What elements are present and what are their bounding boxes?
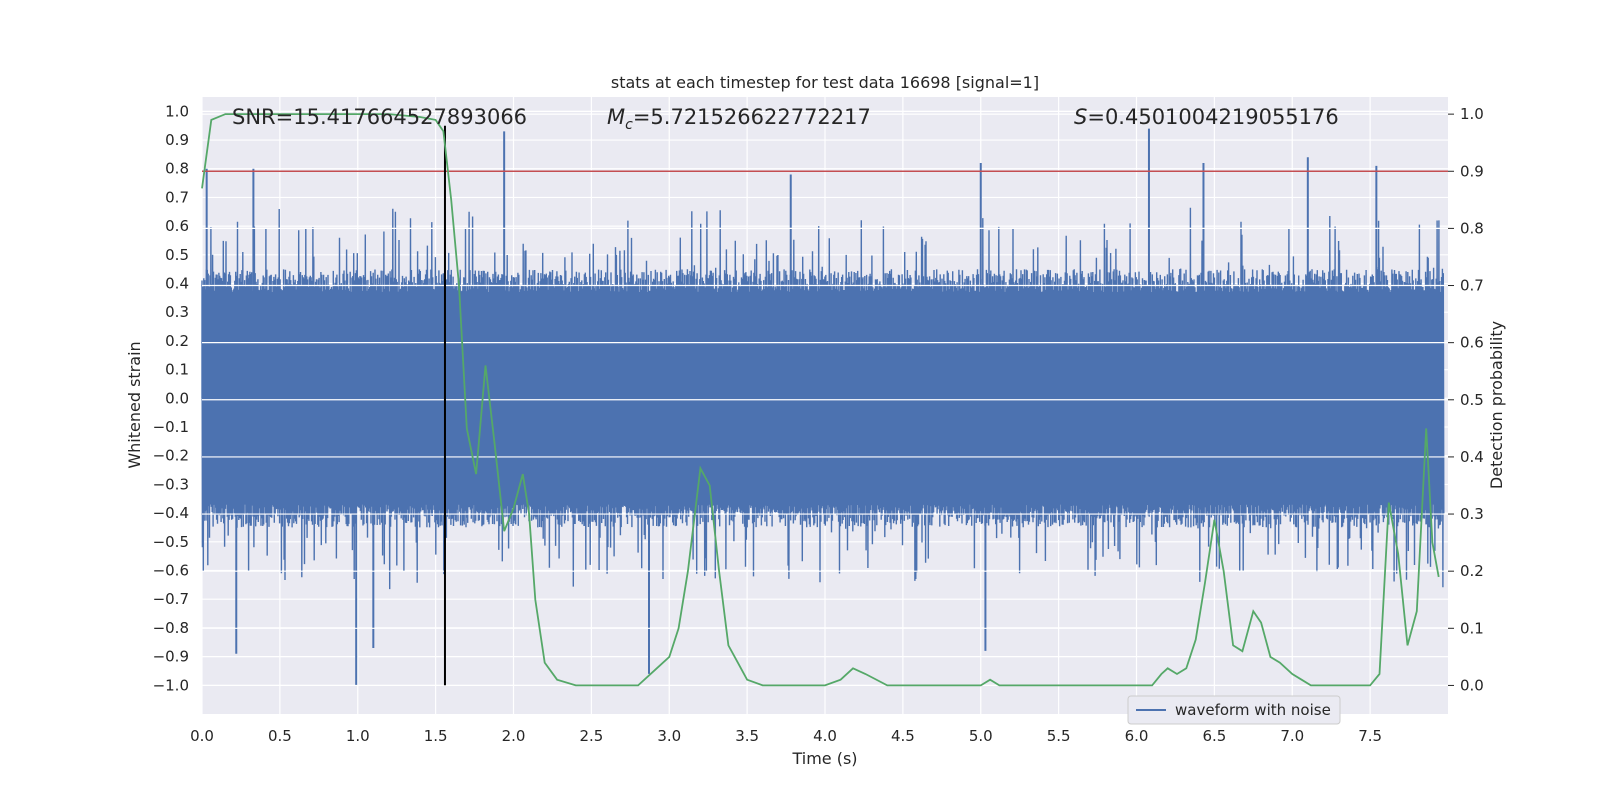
- y-left-tick-label: 0.1: [165, 361, 189, 379]
- legend-label: waveform with noise: [1175, 701, 1331, 719]
- y-left-tick-label: −0.7: [153, 590, 189, 608]
- x-tick-label: 4.0: [813, 727, 837, 745]
- y-right-tick-label: 0.7: [1460, 277, 1484, 295]
- y-left-tick-label: −0.5: [153, 533, 189, 551]
- waveform-series: [201, 128, 1445, 686]
- probability-line: [201, 113, 1440, 687]
- y-left-tick-label: −0.8: [153, 619, 189, 637]
- y-left-tick-label: 0.5: [165, 246, 189, 264]
- y-left-tick-label: 0.3: [165, 303, 189, 321]
- y-left-tick-label: 0.0: [165, 389, 189, 407]
- x-axis-label: Time (s): [791, 749, 857, 768]
- x-tick-label: 3.0: [657, 727, 681, 745]
- x-tick-label: 1.0: [346, 727, 370, 745]
- y-right-tick-label: 0.1: [1460, 619, 1484, 637]
- x-tick-label: 7.5: [1358, 727, 1382, 745]
- chirp-mass-annotation: Mc=5.721526622772217: [607, 105, 871, 133]
- y-right-tick-label: 0.6: [1460, 334, 1484, 352]
- x-tick-label: 6.0: [1125, 727, 1149, 745]
- y-left-tick-labels: 1.0 0.9 0.8 0.7 0.6 0.5 0.4 0.3 0.2 0.1 0.0 −0.1 −0.…: [153, 102, 189, 694]
- score-symbol: S: [1074, 105, 1087, 129]
- y-left-tick-label: −0.4: [153, 504, 189, 522]
- x-tick-label: 7.0: [1280, 727, 1304, 745]
- y-right-tick-labels: 1.0 0.9 0.8 0.7 0.6 0.5 0.4 0.3 0.2 0.1 0.0: [1448, 105, 1484, 694]
- y-left-tick-label: −0.1: [153, 418, 189, 436]
- y-right-axis-label: Detection probability: [1487, 321, 1506, 489]
- y-left-tick-label: 0.4: [165, 275, 189, 293]
- y-left-tick-label: 0.7: [165, 188, 189, 206]
- y-right-tick-label: 0.0: [1460, 676, 1484, 694]
- x-tick-label: 0.5: [268, 727, 292, 745]
- y-right-tick-label: 0.3: [1460, 505, 1484, 523]
- y-left-tick-label: −1.0: [153, 676, 189, 694]
- waveform-core: [202, 292, 1444, 505]
- y-right-tick-label: 1.0: [1460, 105, 1484, 123]
- chirp-mass-symbol: M: [607, 105, 625, 129]
- y-right-tick-label: 0.9: [1460, 162, 1484, 180]
- y-left-tick-label: −0.6: [153, 562, 189, 580]
- y-left-tick-label: 0.9: [165, 131, 189, 149]
- score-value: =0.4501004219055176: [1087, 105, 1338, 129]
- markers: [202, 125, 1448, 686]
- x-tick-label: 3.5: [735, 727, 759, 745]
- x-tick-label: 5.0: [969, 727, 993, 745]
- y-left-tick-label: −0.9: [153, 648, 189, 666]
- chirp-mass-value: =5.721526622772217: [633, 105, 871, 129]
- legend-box: [1127, 695, 1341, 725]
- y-left-tick-label: −0.2: [153, 447, 189, 465]
- y-right-tick-label: 0.8: [1460, 219, 1484, 237]
- x-tick-label: 6.5: [1202, 727, 1226, 745]
- y-right-tick-label: 0.5: [1460, 391, 1484, 409]
- probability-series: [201, 113, 1440, 687]
- legend: waveform with noise: [1127, 695, 1341, 725]
- y-right-tick-label: 0.4: [1460, 448, 1484, 466]
- x-tick-labels: 0.0 0.5 1.0 1.5 2.0 2.5 3.0 3.5 4.0 4.5 5.0 5.5 6.0 6…: [190, 727, 1382, 745]
- y-right-tick-label: 0.2: [1460, 562, 1484, 580]
- x-tick-label: 2.5: [579, 727, 603, 745]
- y-left-tick-label: 1.0: [165, 102, 189, 120]
- chart-title: stats at each timestep for test data 166…: [611, 73, 1039, 92]
- y-left-tick-label: −0.3: [153, 475, 189, 493]
- y-left-axis-label: Whitened strain: [125, 341, 144, 468]
- y-left-tick-label: 0.8: [165, 160, 189, 178]
- x-tick-label: 4.5: [891, 727, 915, 745]
- x-tick-label: 5.5: [1047, 727, 1071, 745]
- chirp-mass-subscript: c: [625, 117, 633, 133]
- x-tick-label: 0.0: [190, 727, 214, 745]
- score-annotation: S=0.4501004219055176: [1074, 105, 1339, 129]
- x-tick-label: 1.5: [424, 727, 448, 745]
- snr-annotation: SNR=15.417664527893066: [232, 105, 527, 129]
- x-tick-label: 2.0: [502, 727, 526, 745]
- y-left-tick-label: 0.6: [165, 217, 189, 235]
- y-left-tick-label: 0.2: [165, 332, 189, 350]
